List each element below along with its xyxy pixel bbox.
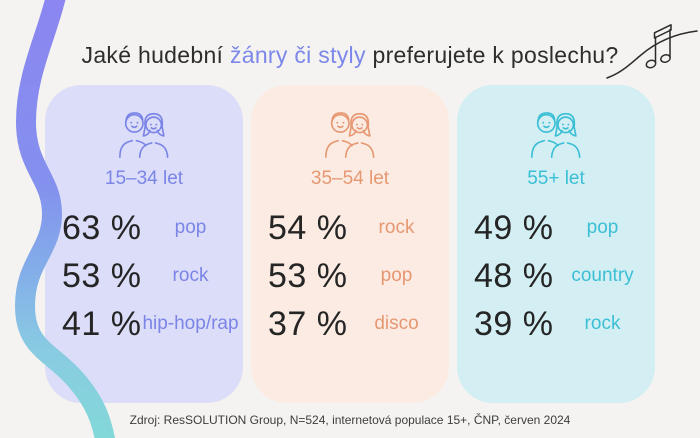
stat-genre: rock bbox=[172, 265, 209, 286]
stat-genre: pop bbox=[174, 217, 207, 238]
age-label: 35–54 let bbox=[310, 168, 390, 189]
stat-value: 53 % bbox=[62, 256, 142, 295]
stat-value: 63 % bbox=[62, 208, 142, 247]
stat-row: 53 % pop bbox=[251, 252, 449, 300]
stat-row: 39 % rock bbox=[457, 300, 655, 348]
stat-row: 37 % disco bbox=[251, 300, 449, 348]
age-label: 15–34 let bbox=[104, 168, 184, 189]
age-group-cards: 15–34 let 63 % pop 53 % rock 41 % hip-ho… bbox=[45, 85, 655, 403]
stat-genre: rock bbox=[584, 313, 621, 334]
stats-list: 54 % rock 53 % pop 37 % disco bbox=[251, 204, 449, 348]
card-age-55-plus: 55+ let 49 % pop 48 % country 39 % rock bbox=[457, 85, 655, 403]
stat-value: 54 % bbox=[268, 208, 348, 247]
stat-value: 41 % bbox=[62, 304, 142, 343]
stat-genre: disco bbox=[374, 313, 419, 334]
stats-list: 63 % pop 53 % rock 41 % hip-hop/rap bbox=[45, 204, 243, 348]
couple-icon bbox=[111, 107, 177, 161]
stats-list: 49 % pop 48 % country 39 % rock bbox=[457, 204, 655, 348]
stat-genre: country bbox=[571, 265, 634, 286]
stat-genre: pop bbox=[586, 217, 619, 238]
title-suffix: preferujete k poslechu? bbox=[365, 42, 619, 69]
age-label: 55+ let bbox=[527, 168, 585, 189]
stat-value: 49 % bbox=[474, 208, 554, 247]
card-age-15-34: 15–34 let 63 % pop 53 % rock 41 % hip-ho… bbox=[45, 85, 243, 403]
stat-row: 63 % pop bbox=[45, 204, 243, 252]
couple-icon bbox=[523, 107, 589, 161]
title-prefix: Jaké hudební bbox=[81, 42, 230, 69]
stat-row: 49 % pop bbox=[457, 204, 655, 252]
stat-genre: hip-hop/rap bbox=[142, 313, 239, 334]
page-title: Jaké hudební žánry či styly preferujete … bbox=[0, 42, 700, 69]
source-note: Zdroj: ResSOLUTION Group, N=524, interne… bbox=[129, 413, 571, 427]
stat-row: 54 % rock bbox=[251, 204, 449, 252]
stat-row: 41 % hip-hop/rap bbox=[45, 300, 243, 348]
stat-row: 53 % rock bbox=[45, 252, 243, 300]
stat-value: 53 % bbox=[268, 256, 348, 295]
stat-value: 39 % bbox=[474, 304, 554, 343]
stat-value: 48 % bbox=[474, 256, 554, 295]
stat-genre: pop bbox=[380, 265, 413, 286]
stat-row: 48 % country bbox=[457, 252, 655, 300]
couple-icon bbox=[317, 107, 383, 161]
stat-value: 37 % bbox=[268, 304, 348, 343]
card-age-35-54: 35–54 let 54 % rock 53 % pop 37 % disco bbox=[251, 85, 449, 403]
stat-genre: rock bbox=[378, 217, 415, 238]
title-highlight: žánry či styly bbox=[229, 42, 366, 69]
